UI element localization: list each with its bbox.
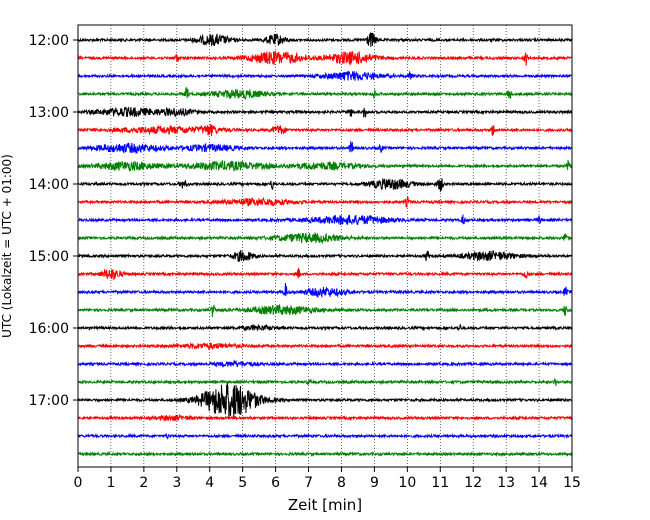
y-ticks: 12:00 13:00 14:00 15:00 16:00 17:00 [29,33,78,409]
x-tick-label: 4 [205,475,214,491]
trace-1630 [77,359,573,368]
trace-1330 [77,141,573,155]
x-ticks: 0 1 2 3 4 5 6 7 8 9 10 11 12 13 14 15 [74,467,581,491]
trace-1200 [77,32,573,47]
plot-frame [77,24,573,468]
trace-1600 [77,323,573,332]
y-tick-label: 13:00 [29,105,69,121]
trace-1345 [77,159,573,172]
y-tick-label: 15:00 [29,249,69,265]
x-tick-label: 7 [304,475,313,491]
x-tick-label: 13 [497,475,515,491]
x-tick-label: 5 [238,475,247,491]
trace-1300 [77,106,573,118]
trace-1515 [77,268,573,281]
trace-1530 [77,283,573,299]
trace-1215 [77,51,573,66]
trace-1400 [77,178,573,192]
x-tick-label: 1 [106,475,115,491]
y-tick-label: 12:00 [29,33,69,49]
y-tick-label: 14:00 [29,177,69,193]
trace-1615 [77,341,573,351]
x-tick-label: 8 [337,475,346,491]
trace-1545 [77,303,573,317]
trace-1315 [77,123,573,137]
trace-1700 [77,383,573,420]
trace-1715 [77,414,573,422]
trace-1415 [77,196,573,208]
x-tick-label: 9 [370,475,379,491]
y-tick-label: 16:00 [29,321,69,337]
x-tick-label: 3 [172,475,181,491]
x-tick-label: 12 [464,475,482,491]
trace-1430 [77,214,573,226]
trace-1445 [77,231,573,245]
trace-1645 [77,377,573,387]
x-tick-label: 14 [530,475,548,491]
y-tick-label: 17:00 [29,393,69,409]
trace-1245 [77,87,573,101]
x-axis-label: Zeit [min] [288,496,362,514]
x-tick-label: 6 [271,475,280,491]
x-tick-label: 15 [563,475,581,491]
x-tick-label: 10 [398,475,416,491]
y-axis-label: UTC (Lokalzeit = UTC + 01:00) [0,154,14,338]
trace-1745 [77,450,573,458]
x-tick-label: 2 [139,475,148,491]
trace-1500 [77,249,573,262]
traces [77,32,573,458]
x-tick-label: 11 [431,475,449,491]
trace-1730 [77,432,573,440]
trace-1230 [77,70,573,81]
x-tick-label: 0 [74,475,83,491]
